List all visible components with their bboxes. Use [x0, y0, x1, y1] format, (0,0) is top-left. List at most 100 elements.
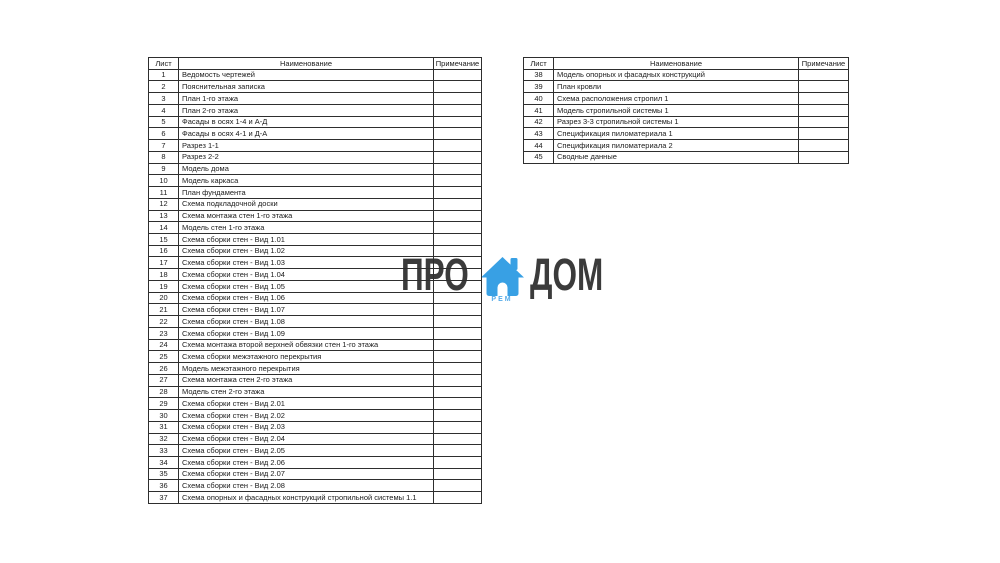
sheet-number: 3: [148, 92, 179, 105]
table-row: 44 Спецификация пиломатериала 2: [523, 139, 849, 152]
sheet-name: Схема подкладочной доски: [178, 197, 434, 211]
sheet-note: [798, 68, 849, 82]
table-row: 15 Схема сборки стен - Вид 1.01: [148, 233, 482, 246]
sheet-name: Разрез 3-3 стропильной системы 1: [553, 115, 799, 129]
house-icon: [480, 257, 524, 296]
sheet-name: Схема сборки стен - Вид 1.03: [178, 256, 434, 270]
sheet-name: Схема сборки стен - Вид 2.03: [178, 420, 434, 434]
sheet-name: Схема расположения стропил 1: [553, 92, 799, 105]
sheet-name: Схема опорных и фасадных конструкций стр…: [178, 491, 434, 504]
table-row: 11 План фундамента: [148, 186, 482, 199]
sheet-note: [433, 444, 482, 457]
sheet-name: Модель стропильной системы 1: [553, 103, 799, 117]
table-row: 22 Схема сборки стен - Вид 1.08: [148, 315, 482, 328]
sheet-number: 39: [523, 80, 554, 94]
sheet-name: Модель дома: [178, 162, 434, 176]
table-row: 17 Схема сборки стен - Вид 1.03: [148, 256, 482, 270]
table-row: 7 Разрез 1-1: [148, 139, 482, 152]
sheet-number: 33: [148, 444, 179, 457]
sheet-note: [798, 139, 849, 152]
sheet-number: 6: [148, 127, 179, 141]
sheet-note: [433, 362, 482, 375]
sheet-number: 5: [148, 115, 179, 129]
sheet-name: Фасады в осях 4-1 и Д-А: [178, 127, 434, 141]
sheet-name: Схема монтажа второй верхней обвязки сте…: [178, 338, 434, 352]
sheet-note: [433, 373, 482, 387]
table-row: 32 Схема сборки стен - Вид 2.04: [148, 432, 482, 446]
sheet-name: План 2-го этажа: [178, 103, 434, 117]
sheet-number: 24: [148, 338, 179, 352]
sheet-name: Схема монтажа стен 1-го этажа: [178, 209, 434, 223]
table-row: 37 Схема опорных и фасадных конструкций с…: [148, 491, 482, 504]
sheet-name: Модель опорных и фасадных конструкций: [553, 68, 799, 82]
sheet-number: 27: [148, 373, 179, 387]
table-row: 25 Схема сборки межэтажного перекрытия: [148, 350, 482, 364]
table-row: 33 Схема сборки стен - Вид 2.05: [148, 444, 482, 457]
sheet-name: План кровли: [553, 80, 799, 94]
sheet-name: Сводные данные: [553, 150, 799, 164]
sheet-note: [433, 479, 482, 493]
sheet-name: Модель межэтажного перекрытия: [178, 362, 434, 375]
sheet-note: [433, 139, 482, 152]
table-row: 16 Схема сборки стен - Вид 1.02: [148, 244, 482, 258]
sheet-number: 16: [148, 244, 179, 258]
sheet-number: 1: [148, 68, 179, 82]
sheet-number: 11: [148, 186, 179, 199]
sheet-name: План 1-го этажа: [178, 92, 434, 105]
sheet-number: 13: [148, 209, 179, 223]
sheet-name: Схема сборки стен - Вид 2.06: [178, 455, 434, 469]
sheet-number: 18: [148, 268, 179, 281]
sheet-number: 35: [148, 467, 179, 481]
table-row: 23 Схема сборки стен - Вид 1.09: [148, 326, 482, 340]
sheet-number: 2: [148, 80, 179, 94]
sheet-name: Пояснительная записка: [178, 80, 434, 94]
sheet-number: 43: [523, 127, 554, 141]
table-row: 10 Модель каркаса: [148, 174, 482, 188]
sheet-number: 36: [148, 479, 179, 493]
sheet-number: 12: [148, 197, 179, 211]
sheet-name: Спецификация пиломатериала 2: [553, 139, 799, 152]
sheet-number: 40: [523, 92, 554, 105]
logo-text-dom: ДОМ: [530, 249, 604, 300]
sheet-number: 41: [523, 103, 554, 117]
sheet-number: 26: [148, 362, 179, 375]
table-row: 12 Схема подкладочной доски: [148, 197, 482, 211]
sheet-number: 10: [148, 174, 179, 188]
sheet-number: 38: [523, 68, 554, 82]
table-row: 28 Модель стен 2-го этажа: [148, 385, 482, 399]
sheet-name: Схема сборки стен - Вид 1.02: [178, 244, 434, 258]
table-row: 29 Схема сборки стен - Вид 2.01: [148, 397, 482, 411]
sheet-note: [433, 209, 482, 223]
sheet-number: 22: [148, 315, 179, 328]
sheet-name: Схема сборки стен - Вид 1.06: [178, 291, 434, 305]
table-row: 35 Схема сборки стен - Вид 2.07: [148, 467, 482, 481]
sheet-name: Спецификация пиломатериала 1: [553, 127, 799, 141]
table-row: 42 Разрез 3-3 стропильной системы 1: [523, 115, 849, 129]
col-header-sheet: Лист: [523, 57, 554, 70]
table-row: 31 Схема сборки стен - Вид 2.03: [148, 420, 482, 434]
table-row: 5 Фасады в осях 1-4 и А-Д: [148, 115, 482, 129]
sheet-note: [798, 115, 849, 129]
table-row: 8 Разрез 2-2: [148, 150, 482, 164]
table-row: 45 Сводные данные: [523, 150, 849, 164]
table-row: 38 Модель опорных и фасадных конструкций: [523, 68, 849, 82]
sheet-name: Схема сборки стен - Вид 1.04: [178, 268, 434, 281]
sheet-name: Схема сборки стен - Вид 1.05: [178, 279, 434, 293]
sheet-note: [433, 221, 482, 235]
sheet-note: [433, 186, 482, 199]
sheet-name: Схема сборки стен - Вид 1.07: [178, 303, 434, 317]
sheet-number: 17: [148, 256, 179, 270]
sheet-note: [433, 385, 482, 399]
sheet-name: Разрез 2-2: [178, 150, 434, 164]
sheet-note: [798, 150, 849, 164]
sheet-note: [433, 491, 482, 504]
table-row: 39 План кровли: [523, 80, 849, 94]
table-row: 2 Пояснительная записка: [148, 80, 482, 94]
sheet-note: [433, 174, 482, 188]
sheet-note: [433, 233, 482, 246]
sheet-note: [798, 92, 849, 105]
table-row: 24 Схема монтажа второй верхней обвязки с…: [148, 338, 482, 352]
sheet-number: 34: [148, 455, 179, 469]
sheet-note: [433, 162, 482, 176]
sheet-number: 37: [148, 491, 179, 504]
